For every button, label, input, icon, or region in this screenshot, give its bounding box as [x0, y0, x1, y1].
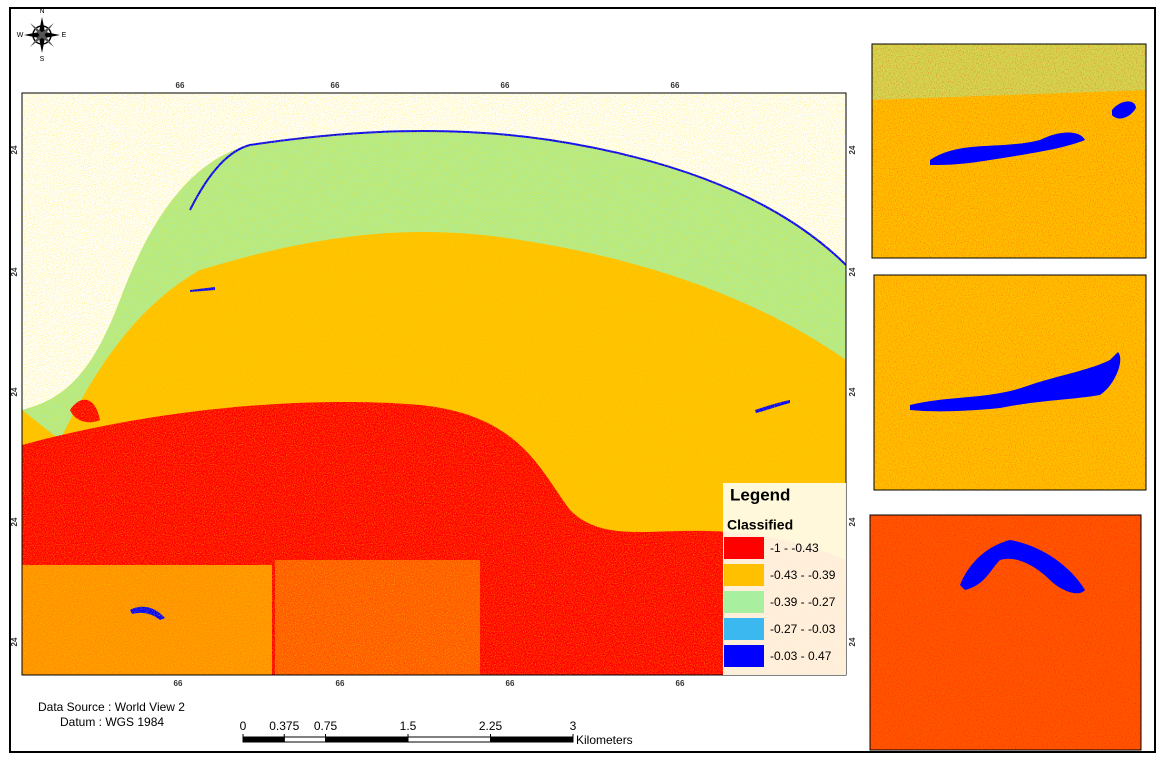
grid-label-left: 24	[10, 267, 19, 276]
grid-label-bottom: 66	[506, 679, 515, 688]
legend-label: -0.43 - -0.39	[770, 568, 836, 582]
grid-label-right: 24	[848, 267, 857, 276]
scale-tick-label: 1.5	[400, 719, 417, 733]
legend-title: Legend	[730, 485, 790, 504]
compass-w: W	[17, 32, 24, 39]
scale-segment	[408, 737, 491, 742]
legend-swatch	[724, 537, 764, 559]
scale-unit: Kilometers	[576, 733, 633, 747]
inset-1	[872, 44, 1146, 258]
compass-e: E	[62, 32, 67, 39]
grid-label-bottom: 66	[336, 679, 345, 688]
legend-label: -1 - -0.43	[770, 541, 819, 555]
compass: N S W E	[17, 8, 67, 63]
scale-segment	[243, 737, 284, 742]
grid-label-top: 66	[501, 81, 510, 90]
scale-tick-label: 0.75	[314, 719, 338, 733]
legend-subtitle: Classified	[727, 517, 793, 533]
legend-label: -0.39 - -0.27	[770, 595, 836, 609]
compass-n: N	[39, 8, 44, 15]
grid-label-bottom: 66	[676, 679, 685, 688]
grid-label-top: 66	[176, 81, 185, 90]
grid-label-bottom: 66	[174, 679, 183, 688]
grid-label-right: 24	[848, 145, 857, 154]
legend-swatch	[724, 591, 764, 613]
inset-3	[870, 515, 1141, 750]
datum: Datum : WGS 1984	[60, 715, 164, 729]
legend-swatch	[724, 618, 764, 640]
scale-segment	[326, 737, 409, 742]
grid-label-top: 66	[331, 81, 340, 90]
grid-label-right: 24	[848, 517, 857, 526]
grid-label-left: 24	[10, 517, 19, 526]
legend-swatch	[724, 564, 764, 586]
scale-segment	[284, 737, 325, 742]
map-page: N S W E Legend Classified -1 - -0.43 -0.4…	[0, 0, 1165, 761]
scale-segment	[491, 737, 574, 742]
scale-tick-label: 3	[570, 719, 577, 733]
grid-label-left: 24	[10, 145, 19, 154]
grid-label-top: 66	[671, 81, 680, 90]
scale-tick-label: 0	[240, 719, 247, 733]
legend: Legend Classified -1 - -0.43 -0.43 - -0.3…	[723, 483, 846, 675]
grid-label-left: 24	[10, 387, 19, 396]
grid-label-right: 24	[848, 637, 857, 646]
main-map	[22, 93, 846, 675]
data-source: Data Source : World View 2	[38, 700, 185, 714]
compass-s: S	[40, 56, 45, 63]
scale-tick-label: 0.375	[269, 719, 299, 733]
inset-2	[874, 275, 1146, 490]
legend-swatch	[724, 645, 764, 667]
grid-label-right: 24	[848, 387, 857, 396]
grid-label-left: 24	[10, 637, 19, 646]
legend-label: -0.03 - 0.47	[770, 649, 832, 663]
scale-tick-label: 2.25	[479, 719, 503, 733]
legend-label: -0.27 - -0.03	[770, 622, 836, 636]
